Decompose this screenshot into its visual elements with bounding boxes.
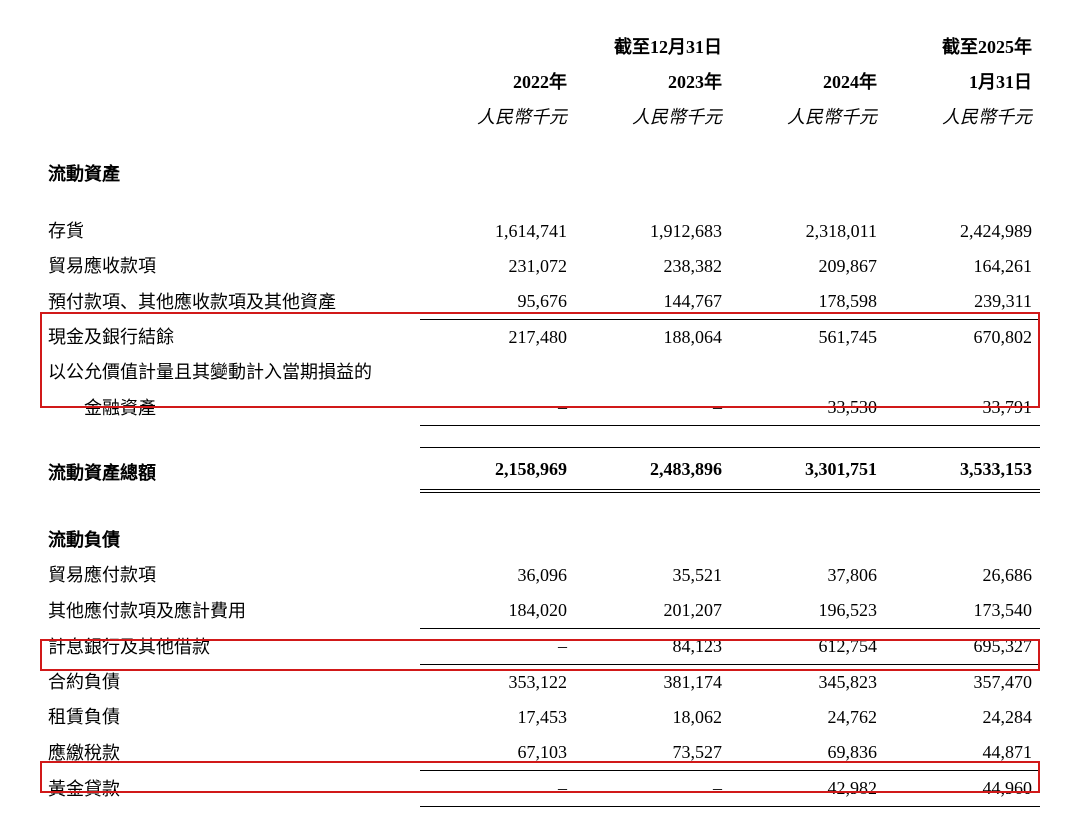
current-assets-total-row: 流動資產總額 2,158,969 2,483,896 3,301,751 3,5… [40,448,1040,492]
cell-value: 2,424,989 [885,214,1040,249]
row-label: 應繳稅款 [40,735,420,771]
row-label: 預付款項、其他應收款項及其他資產 [40,284,420,320]
cell-value: 33,530 [730,390,885,426]
cell-value: 84,123 [575,629,730,665]
table-row-multiline-2: 金融資產 – – 33,530 33,791 [40,390,1040,426]
cell-value: 44,871 [885,735,1040,771]
cell-value: 67,103 [420,735,575,771]
cell-value: – [420,629,575,665]
cell-value: 188,064 [575,320,730,356]
cell-value: – [420,390,575,426]
financial-table-wrap: 截至12月31日 截至2025年 2022年 2023年 2024年 1月31日… [40,30,1040,807]
row-label: 存貨 [40,214,420,249]
financial-table: 截至12月31日 截至2025年 2022年 2023年 2024年 1月31日… [40,30,1040,807]
row-label: 租賃負債 [40,700,420,735]
cell-value: 35,521 [575,558,730,593]
table-row: 應繳稅款 67,103 73,527 69,836 44,871 [40,735,1040,771]
col-year-0: 2022年 [420,65,575,100]
cell-value: 238,382 [575,249,730,284]
cell-value: 1,912,683 [575,214,730,249]
cell-value: 73,527 [575,735,730,771]
table-row: 貿易應付款項 36,096 35,521 37,806 26,686 [40,558,1040,593]
cell-value: 353,122 [420,665,575,701]
period-span-label: 截至12月31日 [575,30,730,65]
cell-value: 33,791 [885,390,1040,426]
cell-value: 173,540 [885,593,1040,629]
period-single-label: 截至2025年 [885,30,1040,65]
table-row: 存貨 1,614,741 1,912,683 2,318,011 2,424,9… [40,214,1040,249]
section-current-liabilities-title: 流動負債 [40,523,420,558]
cell-value: 42,982 [730,771,885,807]
cell-value: 44,960 [885,771,1040,807]
section-current-assets-title: 流動資產 [40,157,420,192]
header-unit-row: 人民幣千元 人民幣千元 人民幣千元 人民幣千元 [40,100,1040,135]
table-row: 預付款項、其他應收款項及其他資產 95,676 144,767 178,598 … [40,284,1040,320]
cell-value: 95,676 [420,284,575,320]
cell-value: 2,318,011 [730,214,885,249]
cell-value: 239,311 [885,284,1040,320]
cell-value: 69,836 [730,735,885,771]
table-row: 黃金貸款 – – 42,982 44,960 [40,771,1040,807]
header-period-row: 截至12月31日 截至2025年 [40,30,1040,65]
cell-value: 3,301,751 [730,448,885,492]
cell-value: 217,480 [420,320,575,356]
cell-value: 144,767 [575,284,730,320]
cell-value: 178,598 [730,284,885,320]
cell-value: 612,754 [730,629,885,665]
col-unit-1: 人民幣千元 [575,100,730,135]
row-label: 貿易應付款項 [40,558,420,593]
cell-value: 357,470 [885,665,1040,701]
cell-value: 184,020 [420,593,575,629]
section-current-assets-title-row: 流動資產 [40,157,1040,192]
row-label: 合約負債 [40,665,420,701]
row-label-line2: 金融資產 [40,390,420,426]
cell-value: 231,072 [420,249,575,284]
row-label: 計息銀行及其他借款 [40,629,420,665]
cell-value: 381,174 [575,665,730,701]
cell-value: 17,453 [420,700,575,735]
row-label: 現金及銀行結餘 [40,320,420,356]
cell-value: 164,261 [885,249,1040,284]
row-label-line1: 以公允價值計量且其變動計入當期損益的 [40,355,420,390]
cell-value: 201,207 [575,593,730,629]
header-years-row: 2022年 2023年 2024年 1月31日 [40,65,1040,100]
row-label: 其他應付款項及應計費用 [40,593,420,629]
table-row: 現金及銀行結餘 217,480 188,064 561,745 670,802 [40,320,1040,356]
cell-value: 561,745 [730,320,885,356]
cell-value: – [575,771,730,807]
cell-value: 196,523 [730,593,885,629]
current-assets-total-label: 流動資產總額 [40,448,420,492]
row-label: 貿易應收款項 [40,249,420,284]
col-unit-3: 人民幣千元 [885,100,1040,135]
table-row-multiline-1: 以公允價值計量且其變動計入當期損益的 [40,355,1040,390]
section-current-liabilities-title-row: 流動負債 [40,523,1040,558]
table-row: 租賃負債 17,453 18,062 24,762 24,284 [40,700,1040,735]
cell-value: – [420,771,575,807]
cell-value: 18,062 [575,700,730,735]
col-unit-2: 人民幣千元 [730,100,885,135]
cell-value: 2,483,896 [575,448,730,492]
cell-value: 1,614,741 [420,214,575,249]
table-row: 貿易應收款項 231,072 238,382 209,867 164,261 [40,249,1040,284]
cell-value: 26,686 [885,558,1040,593]
cell-value: 3,533,153 [885,448,1040,492]
table-row: 其他應付款項及應計費用 184,020 201,207 196,523 173,… [40,593,1040,629]
row-label: 黃金貸款 [40,771,420,807]
cell-value: 2,158,969 [420,448,575,492]
cell-value: – [575,390,730,426]
cell-value: 345,823 [730,665,885,701]
table-row: 合約負債 353,122 381,174 345,823 357,470 [40,665,1040,701]
col-unit-0: 人民幣千元 [420,100,575,135]
cell-value: 24,284 [885,700,1040,735]
table-row: 計息銀行及其他借款 – 84,123 612,754 695,327 [40,629,1040,665]
col-year-2: 2024年 [730,65,885,100]
cell-value: 209,867 [730,249,885,284]
cell-value: 695,327 [885,629,1040,665]
col-year-1: 2023年 [575,65,730,100]
col-year-3: 1月31日 [885,65,1040,100]
cell-value: 24,762 [730,700,885,735]
cell-value: 670,802 [885,320,1040,356]
cell-value: 37,806 [730,558,885,593]
cell-value: 36,096 [420,558,575,593]
